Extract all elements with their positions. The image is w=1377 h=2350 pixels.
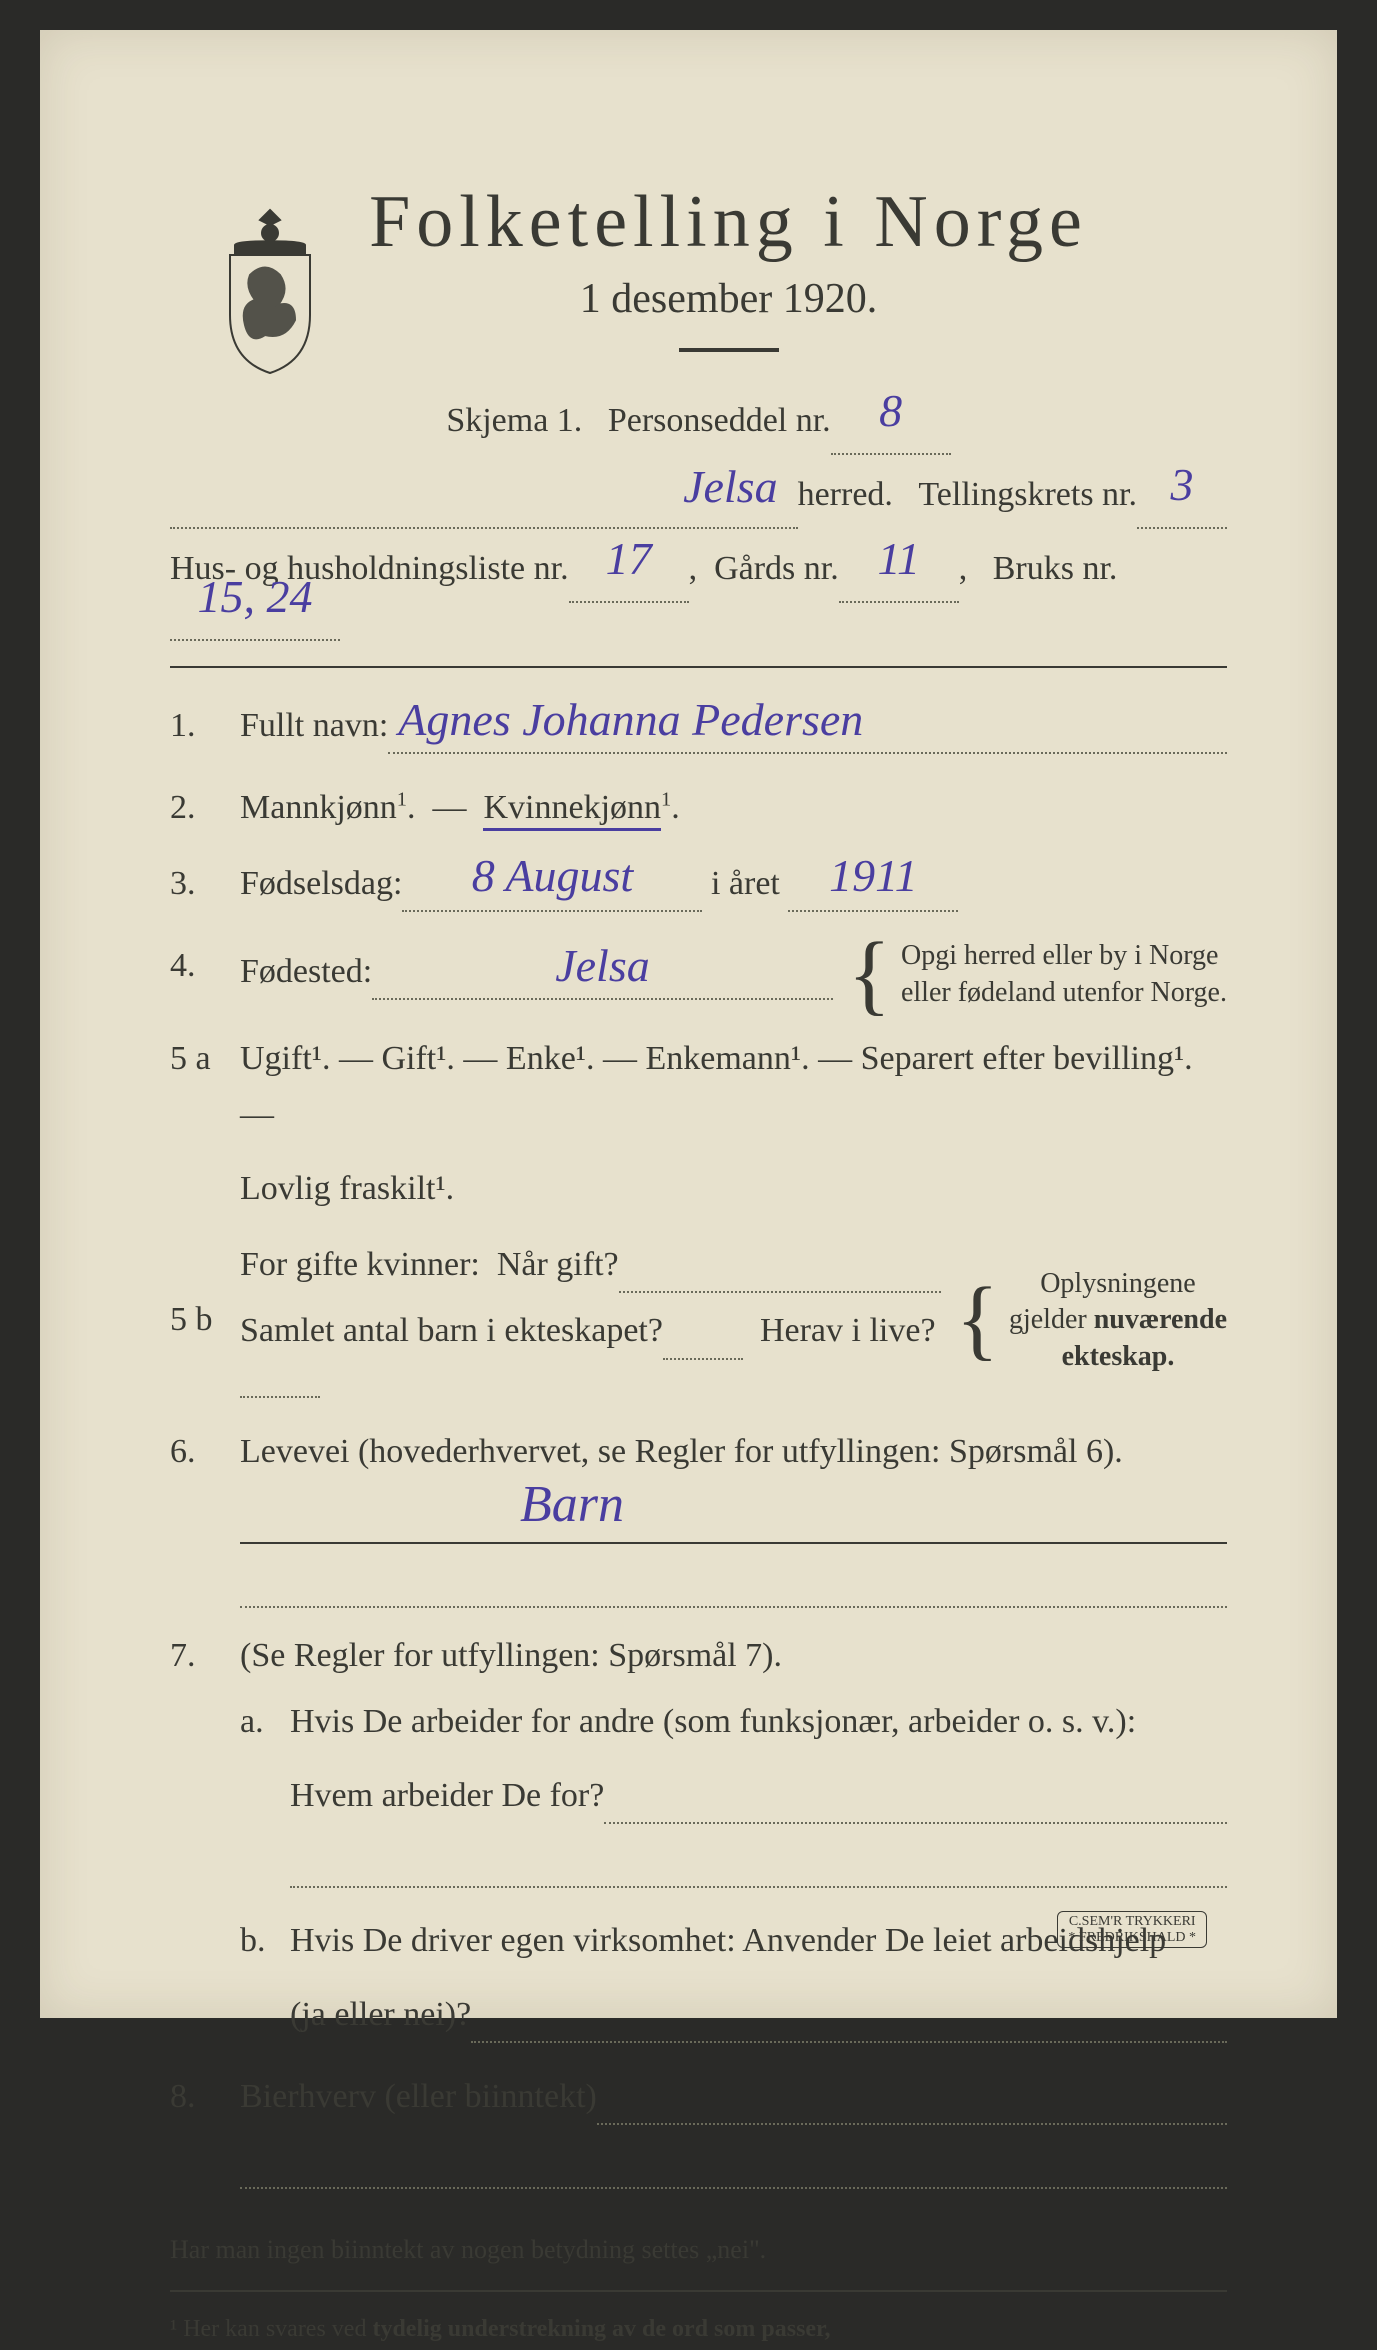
q5b-sn-a: Oplysningene	[1009, 1266, 1227, 1302]
tellingskrets-label: Tellingskrets nr.	[918, 461, 1137, 529]
qnum: 5 b	[170, 1292, 240, 1348]
qnum: 7.	[170, 1628, 240, 2049]
qnum: 1.	[170, 698, 240, 760]
q7a: a. Hvis De arbeider for andre (som funks…	[240, 1694, 1227, 1888]
husliste-nr: 17	[606, 513, 652, 605]
footnote-instruction: ¹ Her kan svares ved tydelig understrekn…	[170, 2310, 1227, 2350]
bruks-label: , Bruks nr.	[959, 535, 1118, 603]
q4-value: Jelsa	[555, 928, 650, 1004]
q5b: 5 b For gifte kvinner: Når gift? Samlet …	[170, 1237, 1227, 1403]
printer-stamp: C.SEM'R TRYKKERI * FREDRIKSHALD *	[1057, 1911, 1207, 1948]
header-fields: Skjema 1. Personseddel nr. 8 Jelsa herre…	[170, 387, 1227, 641]
q6-label: Levevei (hovederhvervet, se Regler for u…	[240, 1424, 1227, 1480]
q5b-l2a: Samlet antal barn i ekteskapet?	[240, 1303, 663, 1359]
divider	[170, 2290, 1227, 2292]
q4: 4. Fødested: Jelsa { Opgi herred eller b…	[170, 938, 1227, 1011]
q1: 1. Fullt navn: Agnes Johanna Pedersen	[170, 698, 1227, 760]
gards-nr: 11	[877, 513, 920, 605]
q5a-line2: Lovlig fraskilt¹.	[240, 1161, 1227, 1217]
q4-sidenote: { Opgi herred eller by i Norge eller fød…	[848, 938, 1227, 1011]
stamp-line1: C.SEM'R TRYKKERI	[1068, 1914, 1196, 1929]
tellingskrets-nr: 3	[1171, 439, 1194, 531]
q1-label: Fullt navn:	[240, 698, 388, 754]
q7b-line2: (ja eller nei)?	[290, 1987, 471, 2043]
q8: 8. Bierhverv (eller biinntekt)	[170, 2069, 1227, 2189]
q2-opt-mann: Mannkjønn	[240, 789, 397, 826]
q7a-line1: Hvis De arbeider for andre (som funksjon…	[290, 1694, 1227, 1750]
q3-label: Fødselsdag:	[240, 856, 402, 912]
q5b-l2b: Herav i live?	[760, 1303, 936, 1359]
q5b-sn-c: ekteskap.	[1009, 1339, 1227, 1375]
q8-label: Bierhverv (eller biinntekt)	[240, 2069, 597, 2125]
footnote-nei: Har man ingen biinntekt av nogen betydni…	[170, 2229, 1227, 2272]
qnum: 8.	[170, 2069, 240, 2189]
qnum: 2.	[170, 780, 240, 836]
bruks-nr: 15, 24	[198, 551, 313, 643]
title-rule	[679, 348, 779, 352]
subletter: b.	[240, 1913, 290, 2049]
gards-label: , Gårds nr.	[689, 535, 839, 603]
scan-background: Folketelling i Norge 1 desember 1920. Sk…	[0, 0, 1377, 2048]
q5b-sn-b: gjelder nuværende	[1009, 1302, 1227, 1338]
q6-value: Barn	[520, 1462, 624, 1548]
qnum: 3.	[170, 856, 240, 918]
qnum: 6.	[170, 1424, 240, 1608]
coat-of-arms-icon	[210, 205, 330, 375]
q3-mid: i året	[702, 856, 788, 912]
q7a-line2: Hvem arbeider De for?	[290, 1768, 604, 1824]
q1-value: Agnes Johanna Pedersen	[398, 682, 863, 758]
q3-year: 1911	[829, 838, 918, 914]
q3: 3. Fødselsdag: 8 August i året 1911	[170, 856, 1227, 918]
q6: 6. Levevei (hovederhvervet, se Regler fo…	[170, 1424, 1227, 1608]
title-block: Folketelling i Norge 1 desember 1920.	[230, 180, 1227, 352]
q5a: 5 a Ugift¹. — Gift¹. — Enke¹. — Enkemann…	[170, 1031, 1227, 1217]
divider	[170, 666, 1227, 668]
fn2-bold: tydelig understrekning av de ord som pas…	[372, 2316, 830, 2342]
q4-sidenote-a: Opgi herred eller by i Norge	[901, 938, 1227, 974]
title-main: Folketelling i Norge	[230, 180, 1227, 265]
document-page: Folketelling i Norge 1 desember 1920. Sk…	[40, 30, 1337, 2018]
fn2-pre: ¹ Her kan svares ved	[170, 2316, 372, 2342]
skjema-label: Skjema 1.	[446, 387, 582, 455]
q2: 2. Mannkjønn1. — Kvinnekjønn1.	[170, 780, 1227, 836]
q4-label: Fødested:	[240, 944, 372, 1000]
qnum: 5 a	[170, 1031, 240, 1217]
q7-label: (Se Regler for utfyllingen: Spørsmål 7).	[240, 1628, 1227, 1684]
subletter: a.	[240, 1694, 290, 1888]
herred-value: Jelsa	[683, 441, 778, 533]
q2-opt-kvinne: Kvinnekjønn	[483, 789, 661, 831]
stamp-line2: * FREDRIKSHALD *	[1068, 1930, 1196, 1945]
q7: 7. (Se Regler for utfyllingen: Spørsmål …	[170, 1628, 1227, 2049]
q5b-l1a: For gifte kvinner: Når gift?	[240, 1237, 619, 1293]
questions: 1. Fullt navn: Agnes Johanna Pedersen 2.…	[170, 698, 1227, 2350]
q4-sidenote-b: eller fødeland utenfor Norge.	[901, 975, 1227, 1011]
q3-day: 8 August	[472, 838, 633, 914]
q5b-sidenote: { Oplysningene gjelder nuværende ekteska…	[956, 1266, 1227, 1375]
personseddel-nr: 8	[879, 365, 902, 457]
qnum: 4.	[170, 938, 240, 994]
q5a-line1: Ugift¹. — Gift¹. — Enke¹. — Enkemann¹. —…	[240, 1031, 1227, 1143]
title-sub: 1 desember 1920.	[230, 275, 1227, 323]
